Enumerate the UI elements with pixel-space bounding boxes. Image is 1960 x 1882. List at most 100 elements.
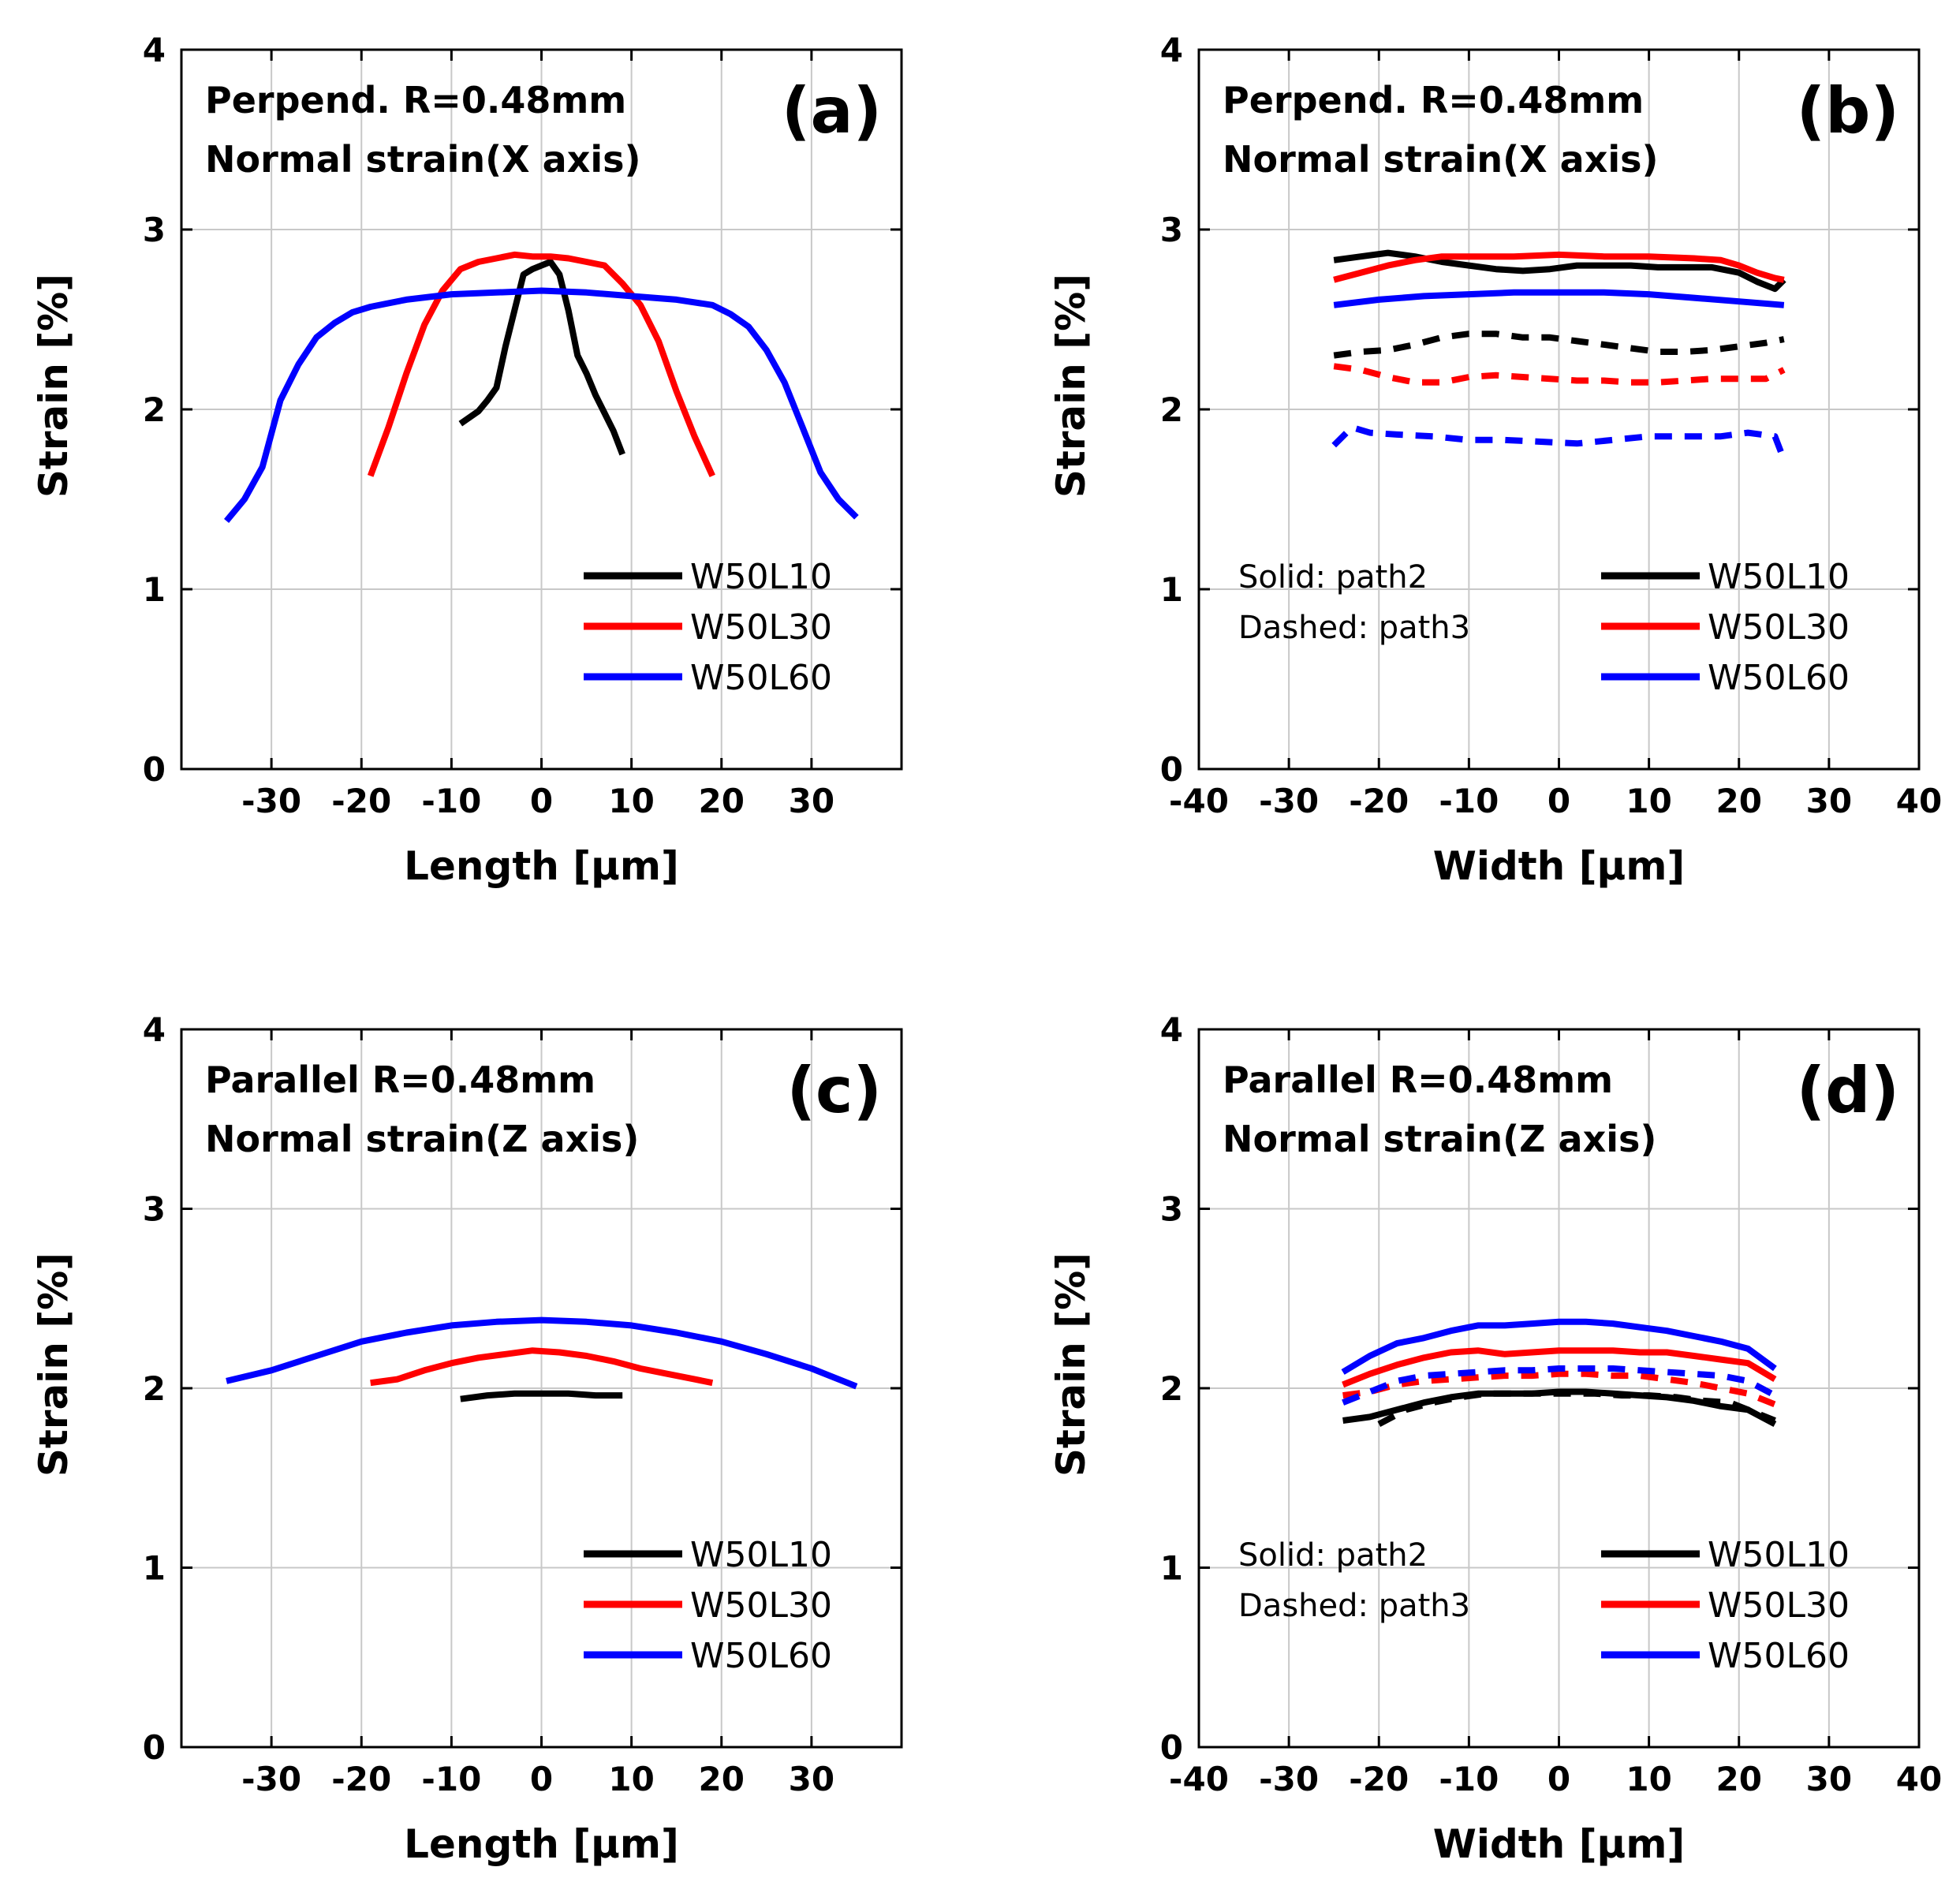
legend-label: W50L10	[690, 557, 832, 597]
y-tick-label: 2	[143, 1369, 166, 1408]
series-line-w50l10-path2	[1333, 249, 1786, 293]
y-tick-label: 3	[1160, 1190, 1183, 1229]
x-tick-label: -10	[421, 1760, 481, 1798]
x-axis-label: Length [µm]	[404, 843, 679, 889]
y-axis-label: Strain [%]	[1048, 274, 1094, 498]
y-tick-label: 1	[143, 1549, 166, 1588]
x-axis-label: Length [µm]	[404, 1821, 679, 1867]
series-line-w50l10	[460, 1390, 623, 1402]
x-tick-label: 30	[789, 782, 834, 820]
y-tick-label: 1	[1160, 570, 1183, 609]
x-tick-label: 20	[1716, 1760, 1762, 1798]
line-style-note: Solid: path2	[1238, 1537, 1428, 1574]
panel-annotation: Parallel R=0.48mm	[205, 1059, 595, 1101]
x-tick-label: 30	[1806, 782, 1852, 820]
x-tick-label: 20	[699, 782, 745, 820]
series-line-w50l60	[224, 287, 859, 523]
legend-label: W50L30	[1708, 1585, 1850, 1626]
x-tick-label: -30	[1259, 782, 1319, 820]
series-line-w50l10-path3	[1333, 330, 1785, 359]
y-axis-label: Strain [%]	[31, 274, 77, 498]
y-tick-label: 4	[1160, 1010, 1183, 1049]
legend-label: W50L10	[690, 1535, 832, 1575]
y-tick-label: 0	[143, 750, 166, 789]
y-tick-label: 3	[143, 211, 166, 249]
legend-label: W50L60	[690, 1636, 832, 1676]
x-axis-label: Width [µm]	[1433, 843, 1686, 889]
y-tick-label: 3	[143, 1190, 166, 1229]
panel-label: (b)	[1797, 74, 1899, 147]
series-line-w50l30-path2	[1333, 251, 1785, 283]
panel-annotation: Normal strain(Z axis)	[205, 1118, 639, 1160]
x-tick-label: -30	[241, 782, 301, 820]
x-tick-label: -10	[421, 782, 481, 820]
x-axis-label: Width [µm]	[1433, 1821, 1686, 1867]
x-tick-label: 10	[1626, 782, 1671, 820]
panel-annotation: Normal strain(X axis)	[1223, 138, 1659, 181]
x-tick-label: 0	[530, 1760, 553, 1798]
series-line-w50l30-path2	[1342, 1347, 1777, 1388]
y-axis-label: Strain [%]	[1048, 1253, 1094, 1477]
x-tick-label: -20	[1349, 782, 1409, 820]
legend-label: W50L60	[1708, 658, 1850, 698]
x-tick-label: 20	[699, 1760, 745, 1798]
panel-label: (c)	[786, 1054, 882, 1127]
series-line-w50l10	[458, 259, 625, 456]
legend-label: W50L60	[690, 658, 832, 698]
y-tick-label: 0	[1160, 750, 1183, 789]
y-tick-label: 2	[143, 390, 166, 429]
x-tick-label: 0	[1547, 1760, 1570, 1798]
x-tick-label: 10	[608, 1760, 654, 1798]
legend-label: W50L30	[690, 607, 832, 648]
y-tick-label: 1	[1160, 1549, 1183, 1588]
legend-label: W50L10	[1708, 1535, 1850, 1575]
panel-b: -40 -30 -20 -10 0 10 20 30 40 0 1 2 3 4 Width [µm] Stra…	[1048, 31, 1942, 889]
panel-annotation: Normal strain(X axis)	[205, 138, 641, 181]
y-tick-label: 4	[143, 31, 166, 69]
y-axis-label: Strain [%]	[31, 1253, 77, 1477]
x-tick-label: 40	[1896, 782, 1942, 820]
series-line-w50l30-path3	[1342, 1370, 1776, 1408]
legend-label: W50L30	[1708, 607, 1850, 648]
legend-label: W50L30	[690, 1585, 832, 1626]
x-tick-label: -30	[1259, 1760, 1319, 1798]
series-line-w50l10-path3	[1377, 1390, 1776, 1428]
panel-c: -30 -20 -10 0 10 20 30 0 1 2 3 4 Length [µm] Strain […	[31, 1010, 903, 1867]
legend-label: W50L10	[1708, 557, 1850, 597]
x-tick-label: -20	[331, 782, 391, 820]
y-tick-label: 4	[143, 1010, 166, 1049]
y-tick-label: 0	[1160, 1728, 1183, 1767]
x-tick-label: -10	[1439, 1760, 1499, 1798]
panel-annotation: Normal strain(Z axis)	[1223, 1118, 1656, 1160]
x-tick-label: -10	[1439, 782, 1499, 820]
series-line-w50l30	[367, 251, 715, 478]
y-tick-label: 4	[1160, 31, 1183, 69]
x-tick-label: 0	[1547, 782, 1570, 820]
x-tick-label: 40	[1896, 1760, 1942, 1798]
y-tick-label: 2	[1160, 1369, 1183, 1408]
line-style-note: Dashed: path3	[1238, 610, 1470, 646]
series-line-w50l60-path2	[1333, 289, 1785, 308]
x-tick-label: 30	[789, 1760, 834, 1798]
series-line-w50l60-path3	[1342, 1365, 1777, 1406]
x-tick-label: 0	[530, 782, 553, 820]
panel-annotation: Perpend. R=0.48mm	[205, 79, 626, 121]
panel-label: (a)	[782, 74, 882, 147]
line-style-note: Dashed: path3	[1238, 1588, 1470, 1624]
legend-label: W50L60	[1708, 1636, 1850, 1676]
x-tick-label: 10	[608, 782, 654, 820]
x-tick-label: 10	[1626, 1760, 1671, 1798]
y-tick-label: 0	[143, 1728, 166, 1767]
panel-label: (d)	[1797, 1054, 1899, 1127]
x-tick-label: -20	[331, 1760, 391, 1798]
x-tick-label: 20	[1716, 782, 1762, 820]
panel-d: -40 -30 -20 -10 0 10 20 30 40 0 1 2 3 4 Width [µm] Stra…	[1048, 1010, 1942, 1867]
y-tick-label: 3	[1160, 211, 1183, 249]
x-tick-label: -40	[1169, 1760, 1229, 1798]
x-tick-label: -20	[1349, 1760, 1409, 1798]
y-tick-label: 1	[143, 570, 166, 609]
x-tick-label: -30	[241, 1760, 301, 1798]
series-line-w50l60	[226, 1316, 858, 1390]
